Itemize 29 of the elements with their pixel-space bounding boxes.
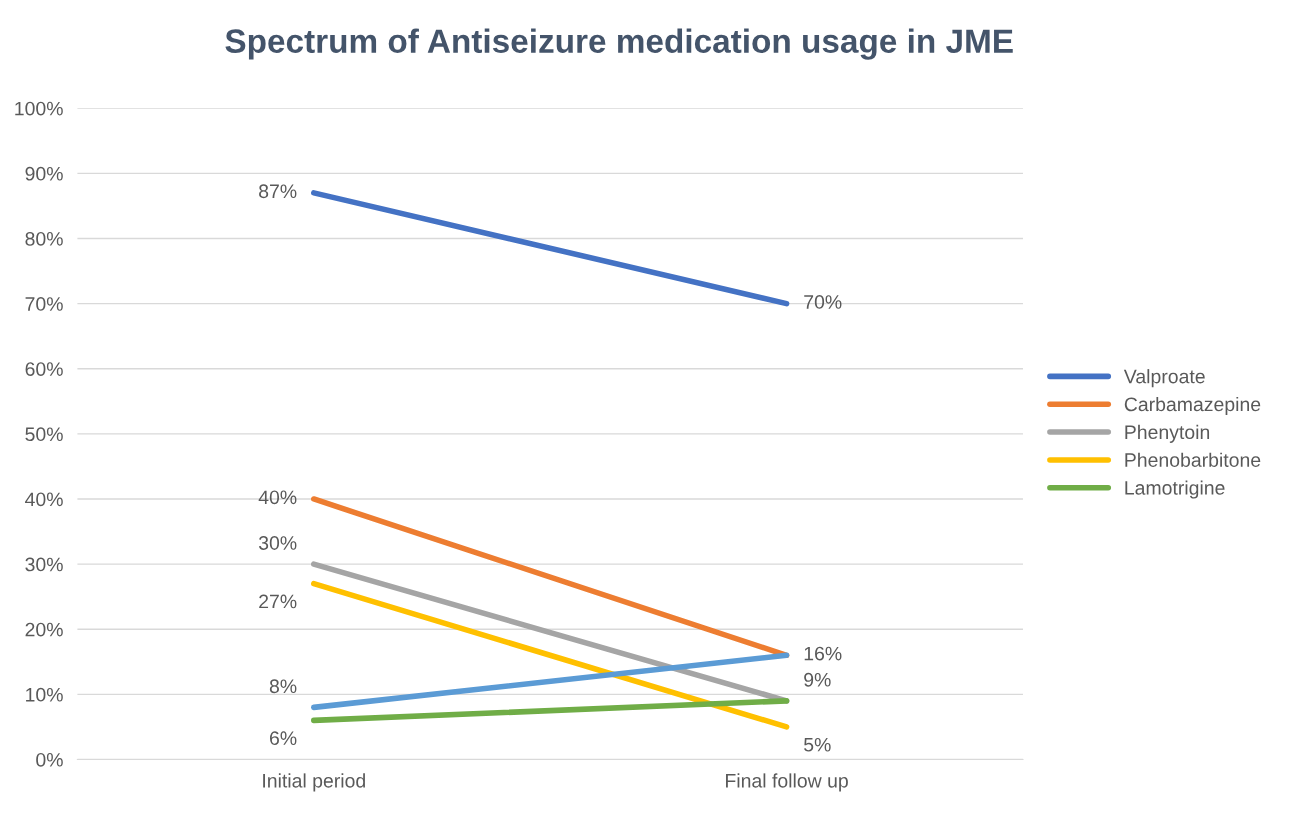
chart-title: Spectrum of Antiseizure medication usage in JME (225, 28, 1013, 60)
y-tick-label: 20% (25, 622, 63, 637)
y-tick-label: 0% (36, 752, 63, 767)
legend-label: Carbamazepine (1124, 396, 1261, 416)
y-tick-label: 100% (15, 101, 63, 116)
y-tick-label: 60% (25, 362, 63, 376)
data-label: 87% (259, 184, 297, 199)
data-label: 40% (258, 490, 297, 505)
data-label: 8% (269, 679, 297, 694)
y-tick-label: 30% (25, 557, 63, 572)
y-tick-label: 10% (26, 687, 63, 702)
data-label: 16% (804, 646, 842, 661)
x-tick-label: Final follow up (726, 773, 848, 792)
y-tick-label: 80% (25, 231, 63, 246)
y-tick-label: 50% (25, 427, 63, 442)
data-label: 27% (259, 594, 297, 609)
legend-label: Phenytoin (1125, 424, 1210, 443)
y-tick-label: 90% (25, 166, 63, 181)
y-tick-label: 40% (25, 492, 63, 507)
legend-label: Lamotrigine (1125, 480, 1225, 499)
data-label: 70% (804, 295, 842, 309)
data-label: 9% (804, 672, 831, 687)
legend-label: Valproate (1123, 369, 1205, 388)
x-tick-label: Initial period (263, 773, 365, 792)
legend-label: Phenobarbitone (1125, 452, 1261, 467)
y-tick-label: 70% (25, 297, 63, 311)
data-label: 6% (270, 731, 297, 746)
data-label: 5% (804, 737, 831, 752)
data-label: 30% (258, 536, 297, 550)
